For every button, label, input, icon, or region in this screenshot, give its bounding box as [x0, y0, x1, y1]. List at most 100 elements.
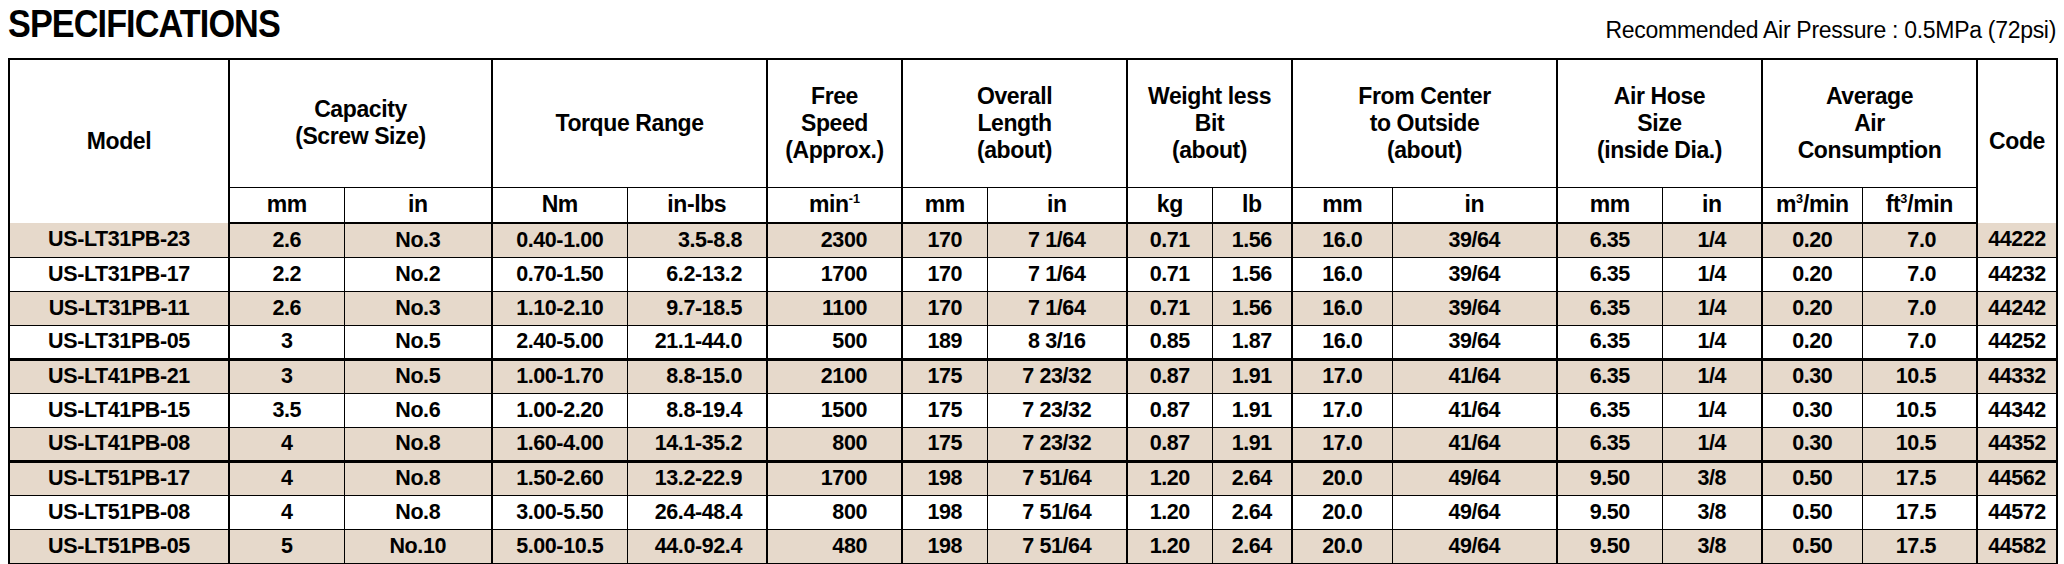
specifications-page: SPECIFICATIONS Recommended Air Pressure …: [0, 0, 2064, 564]
cell-code: 44252: [1977, 325, 2057, 359]
cell-weight-kg: 0.71: [1127, 257, 1212, 291]
cell-torque-nm: 1.00-2.20: [492, 393, 627, 427]
cell-weight-kg: 1.20: [1127, 461, 1212, 495]
cell-torque-inlbs: 8.8-15.0: [627, 359, 767, 393]
cell-code: 44572: [1977, 495, 2057, 529]
cell-code: 44222: [1977, 223, 2057, 257]
col-header-group-3: OverallLength(about): [902, 59, 1127, 187]
cell-capacity-in: No.8: [344, 427, 492, 461]
unit-header: lb: [1212, 187, 1292, 223]
cell-length-in: 7 23/32: [987, 427, 1127, 461]
cell-capacity-mm: 2.2: [229, 257, 344, 291]
table-row: US-LT31PB-112.6No.31.10-2.109.7-18.51100…: [9, 291, 2057, 325]
cell-code: 44352: [1977, 427, 2057, 461]
cell-air-ft3min: 7.0: [1862, 257, 1977, 291]
cell-capacity-mm: 3: [229, 359, 344, 393]
cell-model: US-LT51PB-08: [9, 495, 229, 529]
cell-hose-mm: 6.35: [1557, 257, 1662, 291]
table-row: US-LT31PB-172.2No.20.70-1.506.2-13.21700…: [9, 257, 2057, 291]
unit-header: in: [987, 187, 1127, 223]
cell-capacity-in: No.8: [344, 461, 492, 495]
cell-capacity-mm: 2.6: [229, 223, 344, 257]
unit-header: mm: [902, 187, 987, 223]
cell-weight-kg: 0.87: [1127, 427, 1212, 461]
cell-free-speed: 1500: [767, 393, 902, 427]
cell-center-in: 39/64: [1392, 257, 1557, 291]
cell-code: 44342: [1977, 393, 2057, 427]
cell-model: US-LT41PB-15: [9, 393, 229, 427]
cell-center-mm: 17.0: [1292, 427, 1392, 461]
table-row: US-LT51PB-084No.83.00-5.5026.4-48.480019…: [9, 495, 2057, 529]
cell-center-in: 49/64: [1392, 461, 1557, 495]
cell-code: 44582: [1977, 529, 2057, 563]
cell-hose-mm: 6.35: [1557, 223, 1662, 257]
cell-capacity-in: No.8: [344, 495, 492, 529]
cell-length-mm: 198: [902, 529, 987, 563]
cell-hose-in: 1/4: [1662, 325, 1762, 359]
cell-capacity-in: No.3: [344, 223, 492, 257]
cell-torque-nm: 1.00-1.70: [492, 359, 627, 393]
cell-air-ft3min: 7.0: [1862, 223, 1977, 257]
cell-length-in: 7 51/64: [987, 461, 1127, 495]
cell-air-ft3min: 17.5: [1862, 495, 1977, 529]
cell-length-mm: 175: [902, 393, 987, 427]
cell-model: US-LT31PB-23: [9, 223, 229, 257]
col-header-group-0: Capacity(Screw Size): [229, 59, 492, 187]
unit-header: mm: [1292, 187, 1392, 223]
cell-weight-kg: 0.71: [1127, 223, 1212, 257]
cell-length-in: 7 23/32: [987, 359, 1127, 393]
unit-header: ft3/min: [1862, 187, 1977, 223]
cell-free-speed: 2100: [767, 359, 902, 393]
cell-center-in: 39/64: [1392, 325, 1557, 359]
cell-length-in: 8 3/16: [987, 325, 1127, 359]
cell-torque-nm: 1.60-4.00: [492, 427, 627, 461]
cell-hose-in: 3/8: [1662, 495, 1762, 529]
cell-hose-mm: 6.35: [1557, 427, 1662, 461]
cell-torque-nm: 3.00-5.50: [492, 495, 627, 529]
cell-center-in: 41/64: [1392, 359, 1557, 393]
cell-torque-inlbs: 8.8-19.4: [627, 393, 767, 427]
cell-air-m3min: 0.30: [1762, 359, 1862, 393]
unit-header: in: [1392, 187, 1557, 223]
cell-model: US-LT51PB-17: [9, 461, 229, 495]
unit-header: m3/min: [1762, 187, 1862, 223]
cell-capacity-in: No.3: [344, 291, 492, 325]
specifications-table: ModelCapacity(Screw Size)Torque RangeFre…: [8, 58, 2058, 564]
header-group-row: ModelCapacity(Screw Size)Torque RangeFre…: [9, 59, 2057, 187]
cell-free-speed: 800: [767, 427, 902, 461]
cell-hose-mm: 9.50: [1557, 529, 1662, 563]
unit-header: min-1: [767, 187, 902, 223]
cell-torque-nm: 1.10-2.10: [492, 291, 627, 325]
unit-header: mm: [1557, 187, 1662, 223]
cell-capacity-mm: 3: [229, 325, 344, 359]
unit-header: mm: [229, 187, 344, 223]
cell-air-m3min: 0.20: [1762, 291, 1862, 325]
cell-weight-kg: 0.87: [1127, 359, 1212, 393]
cell-length-mm: 189: [902, 325, 987, 359]
table-head: ModelCapacity(Screw Size)Torque RangeFre…: [9, 59, 2057, 223]
cell-air-ft3min: 10.5: [1862, 359, 1977, 393]
cell-weight-kg: 0.71: [1127, 291, 1212, 325]
unit-header: in: [1662, 187, 1762, 223]
cell-model: US-LT41PB-21: [9, 359, 229, 393]
cell-center-mm: 17.0: [1292, 359, 1392, 393]
cell-air-m3min: 0.20: [1762, 325, 1862, 359]
cell-hose-in: 1/4: [1662, 393, 1762, 427]
cell-air-ft3min: 7.0: [1862, 325, 1977, 359]
unit-header: in-lbs: [627, 187, 767, 223]
col-header-group-2: FreeSpeed(Approx.): [767, 59, 902, 187]
table-row: US-LT51PB-174No.81.50-2.6013.2-22.917001…: [9, 461, 2057, 495]
cell-capacity-mm: 5: [229, 529, 344, 563]
cell-weight-lb: 1.91: [1212, 427, 1292, 461]
cell-weight-kg: 0.85: [1127, 325, 1212, 359]
cell-capacity-mm: 4: [229, 495, 344, 529]
cell-center-in: 41/64: [1392, 427, 1557, 461]
cell-hose-mm: 6.35: [1557, 393, 1662, 427]
cell-air-ft3min: 10.5: [1862, 427, 1977, 461]
cell-air-m3min: 0.20: [1762, 257, 1862, 291]
cell-center-in: 39/64: [1392, 223, 1557, 257]
cell-center-in: 49/64: [1392, 529, 1557, 563]
cell-air-ft3min: 7.0: [1862, 291, 1977, 325]
cell-weight-kg: 1.20: [1127, 529, 1212, 563]
page-title: SPECIFICATIONS: [8, 0, 280, 48]
